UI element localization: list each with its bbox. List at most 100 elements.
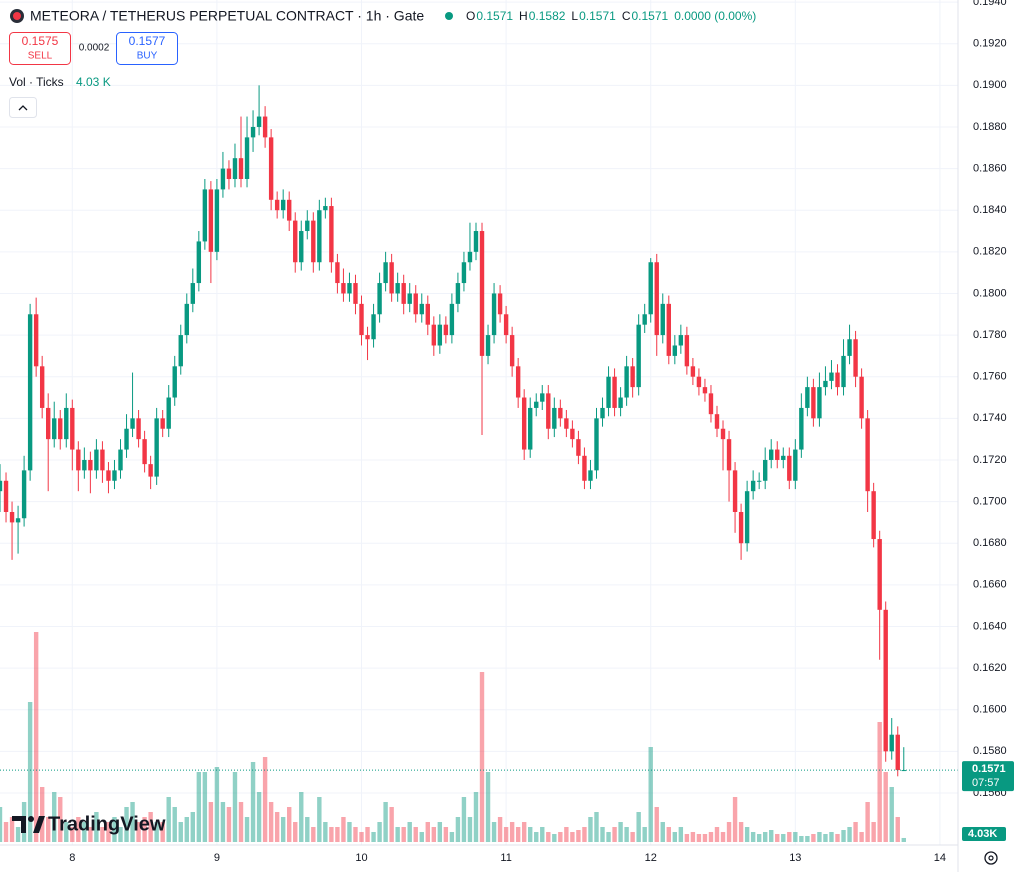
candle-body <box>329 206 334 263</box>
volume-bar <box>425 822 430 842</box>
candle-body <box>100 449 105 471</box>
settings-button[interactable] <box>984 851 998 865</box>
volume-bar <box>15 827 21 842</box>
volume-bar <box>540 827 545 842</box>
candle-body <box>750 480 756 492</box>
candle-body <box>46 407 51 440</box>
volume-bar <box>154 822 159 842</box>
candle-body <box>521 397 527 450</box>
candle-body <box>377 283 382 315</box>
candle-body <box>612 376 617 408</box>
chart-title: METEORA / TETHERUS PERPETUAL CONTRACT · … <box>30 8 424 24</box>
candle-body <box>76 449 81 471</box>
volume-bar <box>558 832 563 842</box>
volume-bar <box>636 812 641 842</box>
volume-bar <box>678 827 684 842</box>
candle-body <box>371 314 376 340</box>
y-tick-label: 0.1580 <box>973 745 1007 757</box>
volume-bar <box>877 722 882 842</box>
buy-label: BUY <box>137 51 158 62</box>
candle-body <box>389 262 394 294</box>
candle-body <box>395 283 400 294</box>
candle-body <box>811 387 816 419</box>
candle-body <box>136 418 141 440</box>
volume-bar <box>256 792 262 842</box>
candle-body <box>732 470 738 512</box>
candle-body <box>744 491 750 544</box>
volume-bar <box>509 822 515 842</box>
candle-body <box>684 335 690 367</box>
candle-body <box>280 199 286 211</box>
candle-body <box>226 168 232 179</box>
candle-body <box>383 262 388 284</box>
ohlc-value: 0.1571 <box>476 9 513 23</box>
volume-bar <box>244 817 250 842</box>
collapse-button[interactable] <box>9 97 37 118</box>
volume-bar <box>859 832 864 842</box>
candle-body <box>756 480 762 482</box>
buy-button[interactable] <box>116 32 178 65</box>
candle-body <box>461 262 467 284</box>
candle-body <box>570 428 575 440</box>
settings-icon <box>988 855 994 861</box>
volume-bar <box>383 802 388 842</box>
volume-bar <box>39 787 45 842</box>
volume-bar <box>419 832 424 842</box>
candle-body <box>805 387 810 408</box>
candle-body <box>823 380 828 388</box>
candle-body <box>287 199 292 221</box>
volume-bar <box>347 822 352 842</box>
candle-body <box>190 283 196 304</box>
volume-bar <box>871 822 876 842</box>
sell-button[interactable] <box>9 32 71 65</box>
candle-body <box>666 303 671 356</box>
x-tick-label: 9 <box>214 852 220 864</box>
volume-bar <box>708 832 714 842</box>
candle-body <box>648 262 653 315</box>
candle-body <box>690 366 696 377</box>
volume-bar <box>811 834 816 842</box>
volume-bar <box>118 827 123 842</box>
y-tick-label: 0.1940 <box>973 0 1007 8</box>
brand-logo <box>12 816 26 833</box>
candle-body <box>268 137 274 200</box>
candle-body <box>88 459 93 471</box>
volume-bar <box>208 802 214 842</box>
candle-body <box>841 355 846 388</box>
volume-bar <box>787 832 792 842</box>
x-tick-label: 10 <box>355 852 367 864</box>
candle-body <box>696 376 702 388</box>
volume-bar <box>564 827 569 842</box>
volume-bar <box>431 827 437 842</box>
candle-body <box>437 324 443 346</box>
volume-bar <box>769 830 774 842</box>
candle-body <box>503 314 509 336</box>
volume-bar <box>238 802 244 842</box>
volume-bar <box>473 792 479 842</box>
candle-body <box>401 283 406 304</box>
brand-name: TradingView <box>48 813 166 835</box>
volume-bar <box>672 832 678 842</box>
candle-body <box>449 303 455 336</box>
y-tick-label: 0.1780 <box>973 329 1007 341</box>
volume-bar <box>841 830 846 842</box>
volume-bar <box>515 827 521 842</box>
candle-body <box>799 407 804 450</box>
volume-bar <box>546 832 551 842</box>
candle-body <box>317 210 322 263</box>
volume-bar <box>190 812 196 842</box>
volume-bar <box>172 807 177 842</box>
candle-body <box>618 397 623 408</box>
market-status <box>445 12 453 20</box>
candle-body <box>781 455 786 460</box>
candle-body <box>738 511 744 544</box>
y-tick-label: 0.1680 <box>973 537 1007 549</box>
volume-bar <box>889 787 894 842</box>
volume-bar <box>311 827 316 842</box>
symbol-icon-inner <box>13 12 21 20</box>
candle-body <box>172 366 177 398</box>
volume-bar <box>799 836 804 842</box>
candle-body <box>365 335 370 340</box>
volume-bar <box>64 822 69 842</box>
